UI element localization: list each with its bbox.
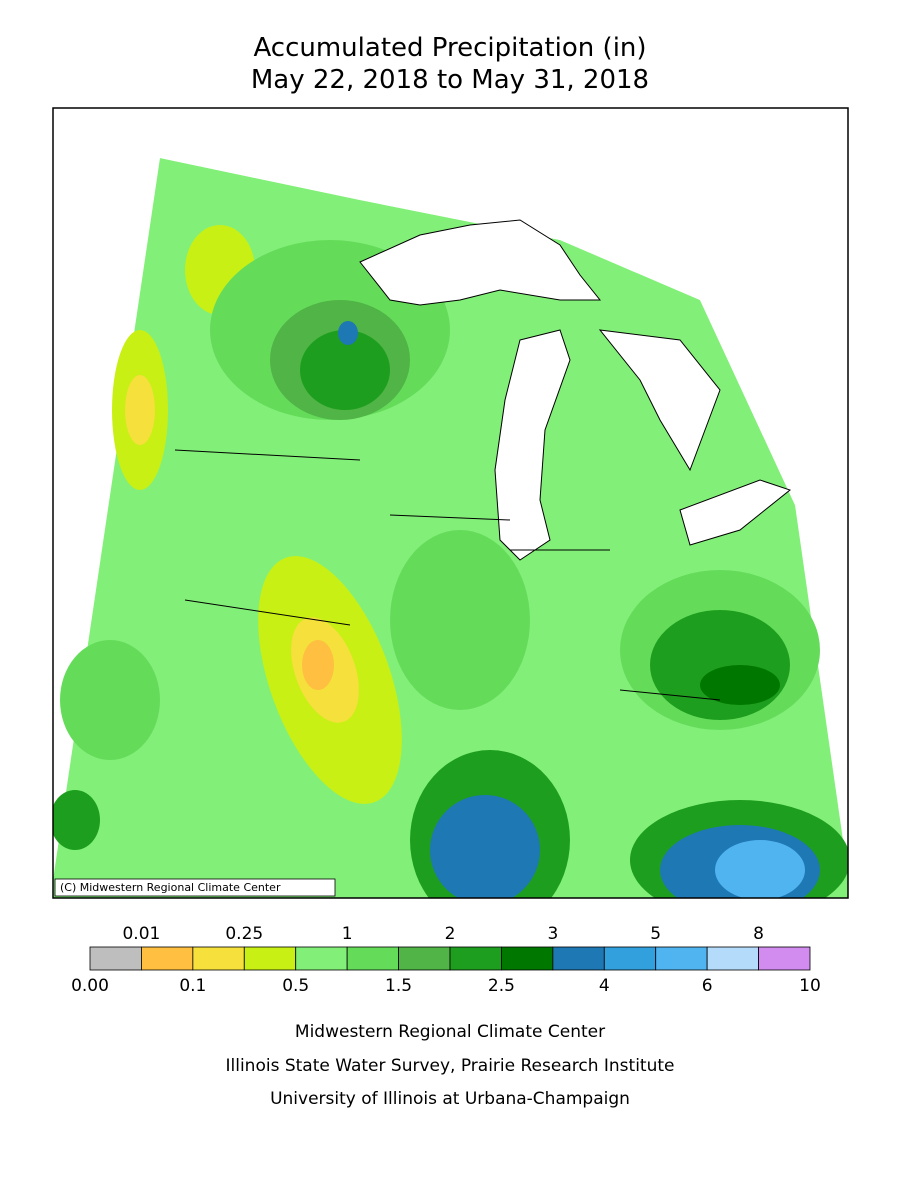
legend-swatch bbox=[758, 946, 811, 971]
outside-area bbox=[53, 108, 848, 505]
legend-label: 5 bbox=[650, 924, 661, 944]
contour bbox=[302, 640, 334, 690]
contour bbox=[700, 665, 780, 705]
legend-swatch bbox=[603, 946, 657, 971]
contour bbox=[338, 321, 358, 345]
legend-swatch bbox=[89, 946, 142, 971]
legend-label: 3 bbox=[547, 924, 558, 944]
legend-swatch bbox=[449, 946, 502, 971]
legend-label: 1 bbox=[342, 924, 353, 944]
footer-line: Midwestern Regional Climate Center bbox=[295, 1022, 605, 1042]
legend-label: 0.25 bbox=[225, 924, 263, 944]
contour bbox=[125, 375, 155, 445]
lake-superior bbox=[359, 219, 602, 306]
legend-swatch bbox=[398, 946, 451, 971]
contour bbox=[390, 530, 530, 710]
legend: 0.01 0.25 1 2 3 5 8 0.00 0.1 0.5 1.5 2.5 4 6 10 bbox=[71, 924, 821, 996]
legend-swatch bbox=[192, 946, 245, 971]
legend-swatch bbox=[552, 946, 605, 971]
legend-label: 2.5 bbox=[488, 976, 515, 996]
legend-swatch bbox=[295, 946, 348, 971]
contour bbox=[53, 790, 100, 850]
legend-swatch bbox=[141, 946, 194, 971]
map: (C) Midwestern Regional Climate Center bbox=[52, 107, 849, 899]
credit-box bbox=[54, 878, 336, 897]
legend-label: 0.1 bbox=[179, 976, 206, 996]
title-line: Accumulated Precipitation (in) bbox=[253, 33, 646, 63]
footer-line: University of Illinois at Urbana-Champai… bbox=[270, 1089, 630, 1109]
legend-label: 6 bbox=[702, 976, 713, 996]
legend-label: 0.5 bbox=[282, 976, 309, 996]
lake-michigan bbox=[494, 329, 571, 561]
legend-label: 10 bbox=[799, 976, 821, 996]
lake-erie bbox=[679, 479, 792, 546]
legend-swatch bbox=[706, 946, 759, 971]
legend-label: 0.00 bbox=[71, 976, 109, 996]
legend-label: 1.5 bbox=[385, 976, 412, 996]
contour bbox=[650, 610, 790, 720]
legend-swatch bbox=[243, 946, 297, 971]
legend-label: 2 bbox=[445, 924, 456, 944]
map-frame bbox=[52, 107, 849, 899]
lake-huron bbox=[598, 329, 721, 472]
legend-label: 4 bbox=[599, 976, 610, 996]
contour bbox=[300, 330, 390, 410]
legend-label: 8 bbox=[753, 924, 764, 944]
title-line: May 22, 2018 to May 31, 2018 bbox=[251, 65, 649, 95]
legend-swatch bbox=[655, 946, 708, 971]
contour bbox=[60, 640, 160, 760]
footer-line: Illinois State Water Survey, Prairie Res… bbox=[226, 1056, 675, 1076]
legend-swatch bbox=[346, 946, 399, 971]
contour bbox=[715, 840, 805, 898]
legend-swatch bbox=[501, 946, 554, 971]
legend-label: 0.01 bbox=[122, 924, 160, 944]
contour bbox=[430, 795, 540, 898]
credit: (C) Midwestern Regional Climate Center bbox=[60, 881, 281, 894]
state-border bbox=[174, 449, 721, 701]
